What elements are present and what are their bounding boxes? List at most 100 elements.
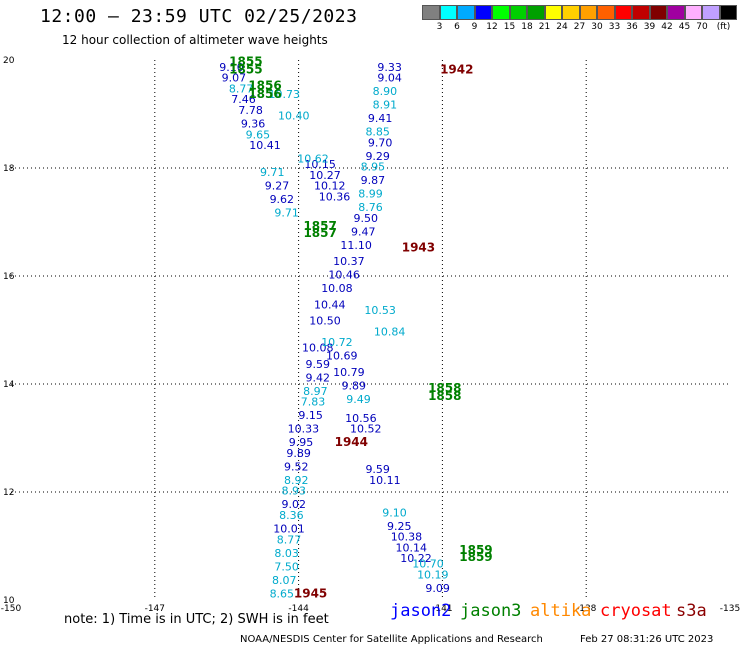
x-tick-label: -144 (288, 604, 309, 614)
data-point-label: 8.99 (358, 188, 383, 201)
data-point-label: 10.73 (268, 88, 300, 101)
data-point-label: 9.89 (286, 447, 311, 460)
page-subtitle: 12 hour collection of altimeter wave hei… (62, 33, 328, 47)
wave-height-colorbar (422, 5, 737, 20)
data-point-label: 9.10 (219, 61, 244, 74)
time-label: 1859 (459, 550, 492, 564)
data-point-label: 9.50 (353, 212, 378, 225)
time-label: 1859 (459, 543, 492, 557)
data-point-label: 9.04 (377, 72, 402, 85)
data-point-label: 9.47 (351, 226, 376, 239)
data-point-label: 10.72 (321, 336, 353, 349)
data-point-label: 9.09 (425, 582, 450, 595)
time-label: 1942 (440, 63, 473, 77)
colorbar-swatch (527, 5, 545, 20)
data-point-label: 9.70 (368, 136, 393, 149)
colorbar-label: 30 (591, 22, 603, 32)
data-point-label: 8.91 (373, 99, 398, 112)
colorbar-swatch (439, 5, 457, 20)
data-point-label: 9.36 (241, 118, 266, 131)
footer-note: note: 1) Time is in UTC; 2) SWH is in fe… (64, 612, 329, 627)
colorbar-label: 12 (486, 22, 498, 32)
colorbar-label: 45 (678, 22, 691, 32)
data-point-label: 8.92 (284, 474, 309, 487)
x-tick-label: -135 (720, 604, 740, 614)
data-point-label: 10.50 (309, 315, 341, 328)
data-point-label: 10.44 (314, 298, 346, 311)
data-point-label: 9.49 (346, 393, 371, 406)
time-label: 1856 (248, 79, 281, 93)
colorbar-swatch (544, 5, 562, 20)
time-label: 1855 (229, 63, 262, 77)
time-label: 1855 (229, 54, 262, 68)
data-point-label: 7.83 (301, 396, 326, 409)
data-point-label: 9.10 (382, 506, 407, 519)
y-tick-label: 18 (3, 164, 15, 174)
data-point-label: 8.95 (361, 161, 386, 174)
colorbar-swatch (474, 5, 492, 20)
legend-jason2: jason2 (390, 601, 452, 621)
time-label: 1858 (428, 381, 461, 395)
data-point-label: 9.02 (282, 498, 307, 511)
data-point-label: 10.69 (326, 350, 358, 363)
y-tick-label: 20 (3, 56, 15, 66)
data-point-label: 9.25 (387, 520, 412, 533)
data-point-label: 10.46 (328, 269, 360, 282)
data-point-label: 10.62 (297, 153, 329, 166)
footer-timestamp: Feb 27 08:31:26 UTC 2023 (580, 634, 714, 645)
colorbar-label: 36 (626, 22, 638, 32)
colorbar-swatch (632, 5, 650, 20)
data-point-label: 10.11 (369, 474, 401, 487)
colorbar-swatch (422, 5, 440, 20)
data-point-label: 7.50 (274, 560, 299, 573)
time-label: 1943 (402, 241, 435, 255)
data-point-label: 9.07 (222, 72, 247, 85)
data-point-label: 10.36 (319, 190, 351, 203)
data-point-label: 9.89 (341, 379, 366, 392)
data-point-label: 9.15 (298, 409, 323, 422)
data-point-label: 9.71 (274, 207, 299, 220)
colorbar-swatch (457, 5, 475, 20)
data-point-label: 9.71 (260, 166, 285, 179)
colorbar-label: 70 (696, 22, 708, 32)
legend-cryosat: cryosat (600, 601, 672, 621)
data-point-label: 8.77 (277, 533, 302, 546)
data-point-label: 9.42 (306, 371, 331, 384)
time-label: 1857 (303, 226, 336, 240)
colorbar-label: 6 (454, 22, 460, 32)
colorbar-labels: 3 6 9 12 15 18 21 24 27 30 33 36 39 42 45 70 (ft) (422, 22, 740, 34)
data-point-label: 10.79 (333, 366, 365, 379)
data-point-label: 7.46 (231, 93, 256, 106)
colorbar-swatch (509, 5, 527, 20)
colorbar-label: 15 (503, 22, 516, 32)
data-point-label: 9.27 (265, 180, 290, 193)
y-tick-label: 12 (3, 488, 14, 498)
data-point-label: 10.08 (302, 342, 334, 355)
legend-jason3: jason3 (460, 601, 522, 621)
data-point-label: 10.52 (350, 423, 382, 436)
x-tick-label: -147 (145, 604, 165, 614)
data-point-label: 10.70 (412, 558, 444, 571)
data-point-label: 10.38 (391, 531, 423, 544)
y-tick-label: 14 (3, 380, 15, 390)
colorbar-swatch (667, 5, 685, 20)
data-point-label: 9.52 (284, 460, 309, 473)
x-tick-label: -138 (576, 604, 597, 614)
data-point-label: 9.33 (377, 61, 402, 74)
colorbar-swatch (614, 5, 632, 20)
colorbar-swatch (702, 5, 720, 20)
legend-altika: altika (530, 601, 592, 621)
colorbar-label: 27 (573, 22, 586, 32)
legend-s3a: s3a (676, 601, 707, 621)
data-point-label: 9.59 (365, 463, 390, 476)
data-point-label: 10.84 (374, 325, 406, 338)
data-point-label: 10.01 (273, 523, 305, 536)
data-point-label: 8.36 (279, 509, 304, 522)
colorbar-label: 42 (661, 22, 673, 32)
x-tick-label: -150 (1, 604, 22, 614)
time-label: 1944 (335, 435, 368, 449)
colorbar-label: 33 (608, 22, 621, 32)
data-point-label: 9.87 (361, 174, 386, 187)
